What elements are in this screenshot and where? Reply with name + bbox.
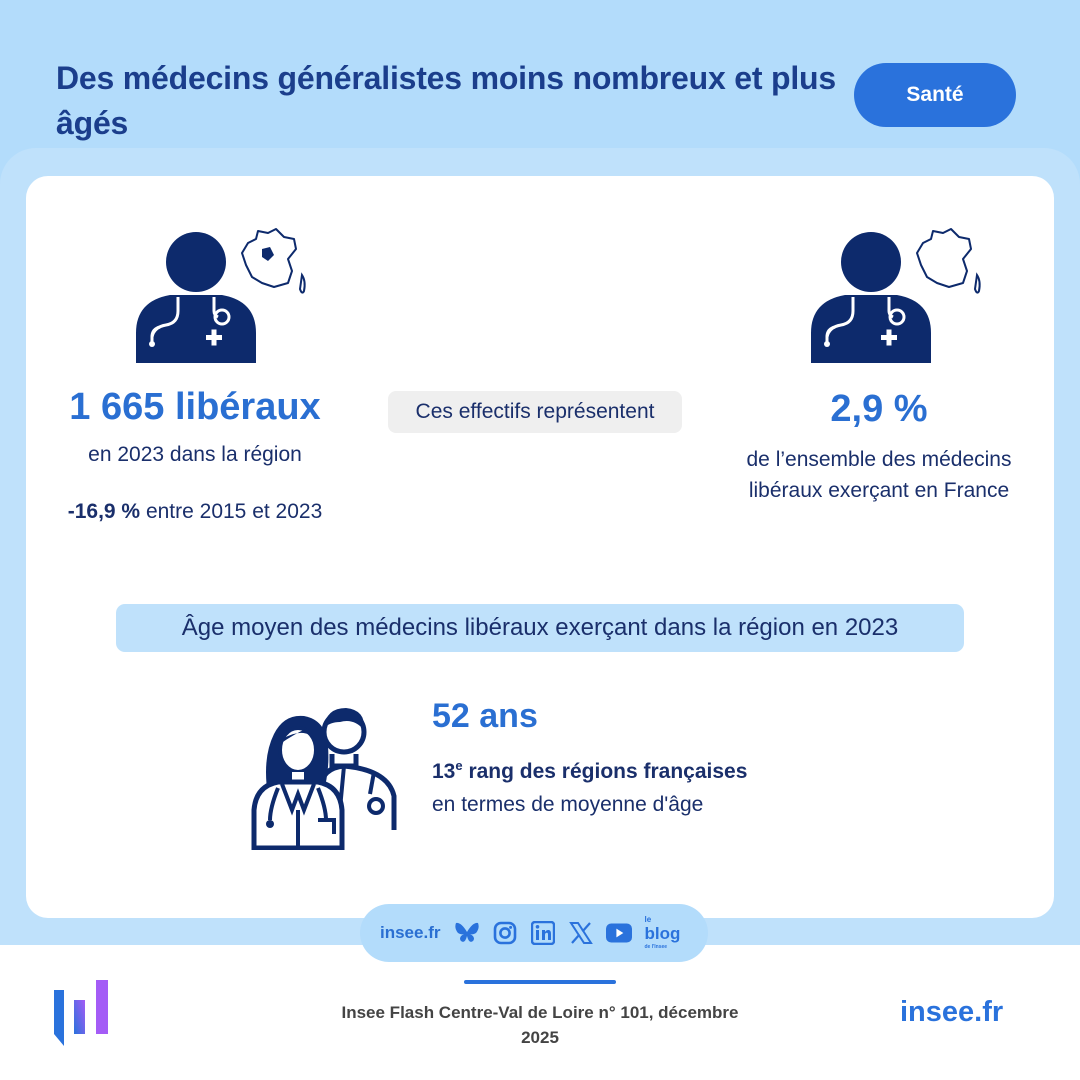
share-label: Ces effectifs représentent xyxy=(388,391,682,433)
insee-logo-icon xyxy=(54,980,108,1046)
national-share-value: 2,9 % xyxy=(830,388,928,430)
linkedin-icon[interactable] xyxy=(530,920,556,946)
social-site-link[interactable]: insee.fr xyxy=(380,923,441,942)
doctor-count-value: 1 665 libéraux xyxy=(69,386,321,428)
blog-icon[interactable]: le blog de l'Insee xyxy=(644,915,681,949)
x-icon[interactable] xyxy=(568,920,594,946)
doctor-with-france-map-icon xyxy=(811,228,981,363)
rank-caption: en termes de moyenne d'âge xyxy=(432,793,704,816)
blog-tagline: de l'Insee xyxy=(644,943,668,950)
page-title: Des médecins généralistes moins nombreux… xyxy=(56,60,836,141)
trend-value: -16,9 % xyxy=(67,500,141,523)
bluesky-icon[interactable] xyxy=(454,920,480,946)
instagram-icon[interactable] xyxy=(492,920,518,946)
theme-badge: Santé xyxy=(854,63,1016,127)
rank-number: 13 xyxy=(432,760,456,783)
footer-site-link[interactable]: insee.fr xyxy=(900,996,1004,1028)
doctor-count-trend: -16,9 % entre 2015 et 2023 xyxy=(40,500,350,524)
rank-text: rang des régions françaises xyxy=(468,760,748,783)
footer-divider xyxy=(464,980,616,984)
region-rank: 13e rang des régions françaises xyxy=(432,758,748,784)
rank-suffix: e xyxy=(455,758,463,773)
blog-label: blog xyxy=(644,923,681,943)
footer-source: Insee Flash Centre-Val de Loire n° 101, … xyxy=(341,1003,739,1047)
national-share-caption: de l’ensemble des médecins libéraux exer… xyxy=(746,448,1012,502)
doctor-count-caption: en 2023 dans la région xyxy=(88,443,302,466)
social-links-bar: insee.fr le blog de l'Insee xyxy=(360,904,708,962)
doctor-with-region-map-icon xyxy=(136,228,306,363)
average-age-banner: Âge moyen des médecins libéraux exerçant… xyxy=(116,604,964,652)
blog-prefix: le xyxy=(644,914,652,924)
average-age-value: 52 ans xyxy=(432,697,538,735)
two-doctors-icon xyxy=(251,708,397,850)
youtube-icon[interactable] xyxy=(606,920,633,946)
trend-text: entre 2015 et 2023 xyxy=(145,500,323,523)
